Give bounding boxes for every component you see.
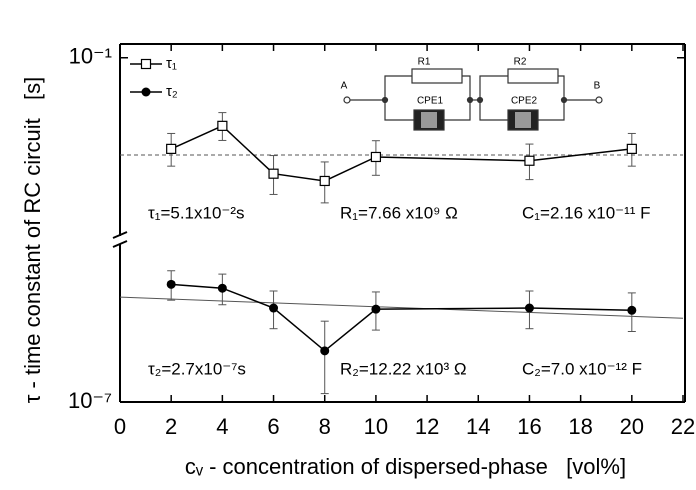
x-tick-label: 8 bbox=[319, 414, 331, 439]
resistor bbox=[411, 68, 463, 84]
x-tick-label: 12 bbox=[415, 414, 439, 439]
annotation: τ₂=2.7x10⁻⁷s bbox=[148, 359, 246, 378]
component-label: R2 bbox=[514, 57, 527, 68]
x-tick-label: 0 bbox=[114, 414, 126, 439]
node bbox=[343, 96, 351, 104]
marker bbox=[217, 120, 228, 131]
annotation: R₁=7.66 x10⁹ Ω bbox=[340, 203, 458, 222]
annotation: R₂=12.22 x10³ Ω bbox=[340, 359, 467, 378]
marker bbox=[268, 168, 279, 179]
legend-marker bbox=[141, 87, 151, 97]
marker bbox=[626, 143, 637, 154]
wire bbox=[538, 100, 565, 121]
component-label: CPE2 bbox=[511, 96, 538, 107]
component-label: CPE1 bbox=[417, 96, 444, 107]
marker bbox=[320, 346, 330, 356]
x-tick-label: 4 bbox=[216, 414, 228, 439]
node-label: A bbox=[341, 81, 348, 92]
x-tick-label: 6 bbox=[267, 414, 279, 439]
wire bbox=[444, 100, 471, 121]
wire bbox=[384, 75, 412, 100]
wire bbox=[462, 75, 471, 100]
marker bbox=[217, 283, 227, 293]
cpe-core bbox=[421, 112, 437, 128]
cpe-core bbox=[515, 112, 531, 128]
x-tick-label: 2 bbox=[165, 414, 177, 439]
x-tick-label: 10 bbox=[364, 414, 388, 439]
y-tick-label: 10⁻¹ bbox=[69, 44, 112, 69]
resistor bbox=[507, 68, 559, 84]
marker bbox=[166, 279, 176, 289]
x-tick-label: 18 bbox=[568, 414, 592, 439]
component-label: R1 bbox=[418, 57, 431, 68]
marker bbox=[319, 175, 330, 187]
x-tick-label: 14 bbox=[466, 414, 490, 439]
x-tick-label: 22 bbox=[671, 414, 695, 439]
marker bbox=[370, 151, 382, 163]
wire bbox=[479, 75, 508, 100]
y-tick-label: 10⁻⁷ bbox=[68, 388, 112, 413]
wire bbox=[384, 100, 414, 121]
axis-break bbox=[112, 231, 128, 239]
annotation: C₁=2.16 x10⁻¹¹ F bbox=[522, 203, 651, 222]
reference-line bbox=[119, 296, 684, 319]
wire bbox=[558, 75, 565, 100]
legend-label: τ₂ bbox=[166, 83, 178, 100]
legend-label: τ₁ bbox=[166, 55, 177, 72]
circuit-inset bbox=[343, 68, 603, 131]
node bbox=[595, 96, 603, 104]
node-label: B bbox=[594, 81, 601, 92]
x-axis-label: cᵥ - concentration of dispersed-phase [v… bbox=[185, 454, 626, 479]
marker bbox=[371, 304, 381, 314]
marker bbox=[524, 303, 534, 313]
marker bbox=[627, 305, 637, 315]
x-tick-label: 20 bbox=[620, 414, 644, 439]
wire bbox=[479, 100, 508, 121]
marker bbox=[524, 155, 535, 166]
annotation: τ₁=5.1x10⁻²s bbox=[148, 203, 245, 222]
annotation: C₂=7.0 x10⁻¹² F bbox=[522, 359, 642, 378]
y-axis-label: τ - time constant of RC circuit [s] bbox=[20, 77, 45, 404]
legend-marker bbox=[140, 58, 152, 70]
marker bbox=[166, 143, 177, 154]
axis-break bbox=[112, 240, 128, 248]
x-tick-label: 16 bbox=[517, 414, 541, 439]
marker bbox=[269, 303, 279, 313]
